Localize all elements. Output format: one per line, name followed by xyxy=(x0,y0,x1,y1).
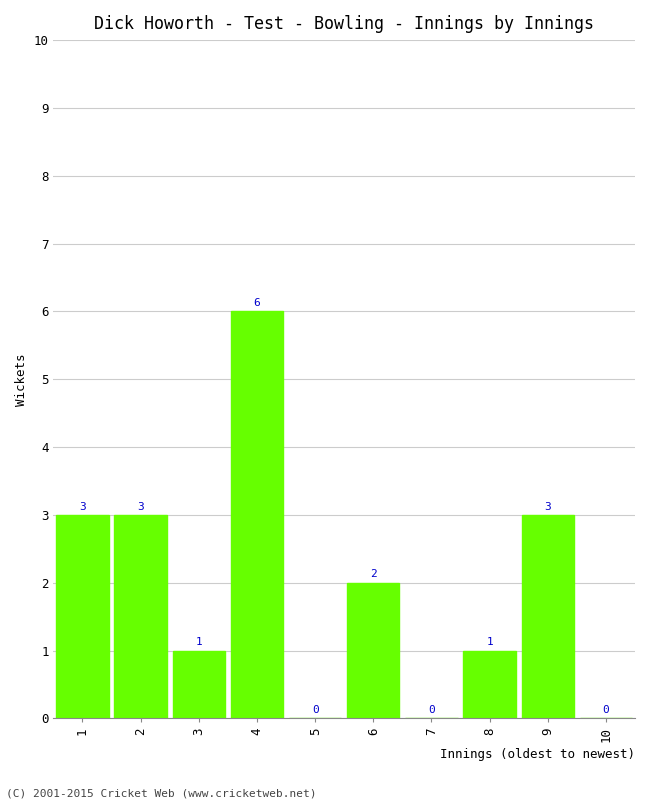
Title: Dick Howorth - Test - Bowling - Innings by Innings: Dick Howorth - Test - Bowling - Innings … xyxy=(94,15,594,33)
Bar xyxy=(57,515,109,718)
Text: 1: 1 xyxy=(486,637,493,647)
Text: (C) 2001-2015 Cricket Web (www.cricketweb.net): (C) 2001-2015 Cricket Web (www.cricketwe… xyxy=(6,788,317,798)
Text: 2: 2 xyxy=(370,570,376,579)
Bar xyxy=(231,311,283,718)
Text: 0: 0 xyxy=(603,705,609,715)
Bar xyxy=(347,582,400,718)
Bar xyxy=(114,515,167,718)
Text: 6: 6 xyxy=(254,298,261,308)
Text: 3: 3 xyxy=(137,502,144,511)
Y-axis label: Wickets: Wickets xyxy=(15,353,28,406)
X-axis label: Innings (oldest to newest): Innings (oldest to newest) xyxy=(440,748,635,761)
Text: 0: 0 xyxy=(312,705,318,715)
Bar xyxy=(521,515,574,718)
Text: 3: 3 xyxy=(545,502,551,511)
Bar xyxy=(463,650,516,718)
Bar xyxy=(173,650,225,718)
Text: 3: 3 xyxy=(79,502,86,511)
Text: 0: 0 xyxy=(428,705,435,715)
Text: 1: 1 xyxy=(196,637,202,647)
